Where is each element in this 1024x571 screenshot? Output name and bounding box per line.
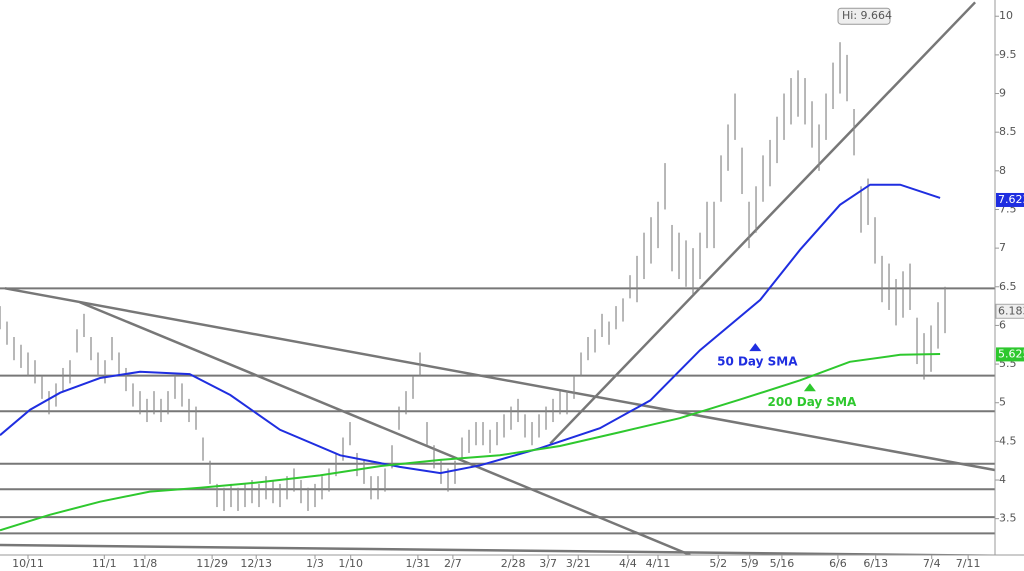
x-tick-label: 3/7: [539, 557, 557, 570]
y-tick-label: 10: [999, 9, 1013, 22]
x-tick-label: 4/4: [619, 557, 637, 570]
last-value-box: [996, 192, 1024, 207]
trend-line: [79, 301, 691, 555]
y-tick-label: 6.5: [999, 280, 1017, 293]
sma-marker: [749, 343, 762, 352]
trend-line: [4, 287, 995, 472]
y-tick-label: 3.5: [999, 512, 1017, 525]
y-tick-label: 5: [999, 396, 1006, 409]
last-price-box: [995, 303, 1024, 319]
y-tick-label: 6: [999, 318, 1006, 331]
y-tick-label: 8.5: [999, 125, 1017, 138]
x-tick-label: 2/7: [444, 557, 462, 570]
y-tick-label: 7: [999, 241, 1006, 254]
x-tick-label: 4/11: [646, 557, 671, 570]
y-tick-label: 9.5: [999, 48, 1017, 61]
last-price-label: 6.183: [998, 304, 1024, 317]
y-tick-label: 4.5: [999, 434, 1017, 447]
x-tick-label: 6/13: [863, 557, 888, 570]
trend-line: [549, 1, 977, 445]
x-tick-label: 11/1: [92, 557, 117, 570]
high-label: Hi: 9.664: [842, 9, 892, 22]
sma-label: 200 Day SMA: [768, 395, 858, 409]
high-label-box: [837, 7, 891, 25]
x-tick-label: 5/2: [709, 557, 727, 570]
sma-line: [0, 183, 941, 475]
sma-marker: [803, 383, 816, 392]
x-tick-label: 11/29: [196, 557, 228, 570]
y-tick-label: 9: [999, 87, 1006, 100]
x-tick-label: 12/13: [240, 557, 272, 570]
sma-label: 50 Day SMA: [717, 355, 798, 369]
last-value-label: 5.625: [998, 347, 1024, 360]
y-tick-label: 4: [999, 473, 1006, 486]
x-tick-label: 10/11: [12, 557, 44, 570]
last-value-label: 7.623: [998, 193, 1024, 206]
x-tick-label: 1/31: [406, 557, 431, 570]
x-tick-label: 2/28: [501, 557, 526, 570]
sma-line: [0, 353, 941, 532]
x-tick-label: 1/10: [338, 557, 363, 570]
x-tick-label: 11/8: [133, 557, 158, 570]
trend-line: [0, 543, 995, 555]
x-tick-label: 1/3: [306, 557, 324, 570]
x-tick-label: 6/6: [829, 557, 847, 570]
x-tick-label: 7/4: [923, 557, 941, 570]
last-value-box: [996, 347, 1024, 362]
plot: [0, 1, 995, 555]
x-tick-label: 5/16: [770, 557, 795, 570]
y-tick-label: 8: [999, 164, 1006, 177]
x-tick-label: 5/9: [741, 557, 759, 570]
x-tick-label: 3/21: [566, 557, 591, 570]
x-tick-label: 7/11: [956, 557, 981, 570]
